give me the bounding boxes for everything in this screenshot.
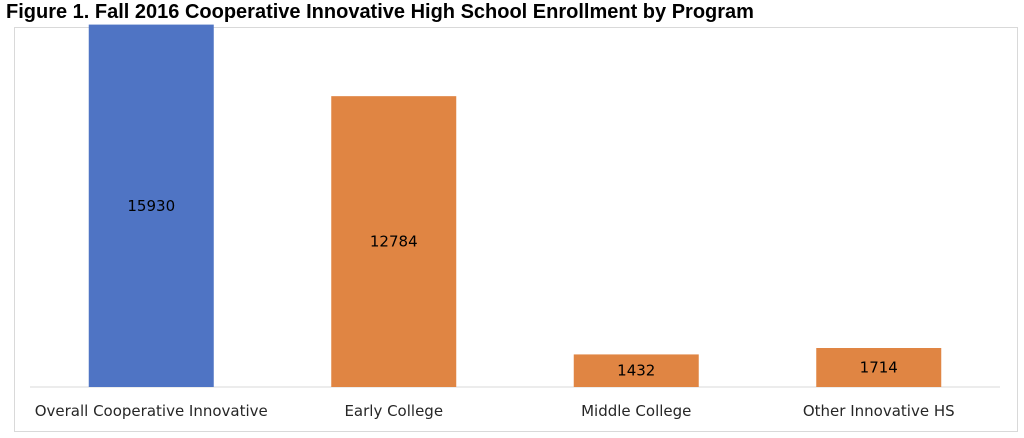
chart-title: Figure 1. Fall 2016 Cooperative Innovati… xyxy=(6,1,754,23)
bar-other-innovative-hs xyxy=(816,348,942,387)
category-label-other-innovative-hs: Other Innovative HS xyxy=(803,402,955,420)
bar-overall-cooperative-innovative xyxy=(88,24,214,388)
category-label-middle-college: Middle College xyxy=(581,402,691,420)
data-label-other-innovative-hs: 1714 xyxy=(860,359,898,377)
chart-frame xyxy=(14,27,1018,432)
category-label-early-college: Early College xyxy=(344,402,443,420)
bar-early-college xyxy=(331,96,457,387)
category-label-overall-cooperative-innovative: Overall Cooperative Innovative xyxy=(35,402,268,420)
bar-middle-college xyxy=(573,354,699,387)
data-label-early-college: 12784 xyxy=(370,233,418,251)
data-label-overall-cooperative-innovative: 15930 xyxy=(127,197,175,215)
data-label-middle-college: 1432 xyxy=(617,362,655,380)
